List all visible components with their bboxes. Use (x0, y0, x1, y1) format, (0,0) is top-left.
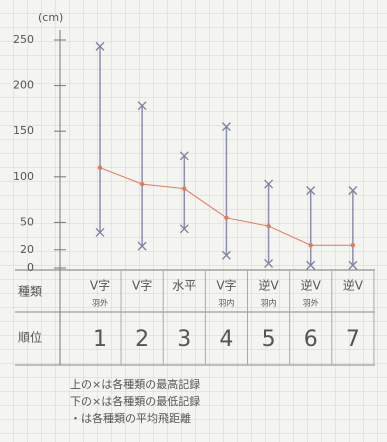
category-label: V字 (132, 278, 152, 293)
note: ・は各種類の平均飛距離 (70, 411, 191, 425)
note: 上の×は各種類の最高記録 (70, 377, 200, 391)
category-label: V字 (90, 278, 110, 293)
graph-paper (0, 0, 387, 442)
y-tick-label: 50 (20, 215, 34, 228)
category-label: 逆V (343, 278, 364, 293)
y-axis-label: (cm) (38, 11, 63, 24)
y-tick-label: 150 (13, 124, 34, 137)
category-label: 逆V (258, 278, 279, 293)
y-tick-label: 250 (13, 33, 34, 46)
category-note: 羽内 (261, 298, 277, 308)
y-tick-label: 200 (13, 79, 34, 92)
y-tick-label: 0 (27, 261, 34, 274)
rank-label: 7 (346, 327, 360, 352)
rank-label: 1 (93, 327, 107, 352)
rank-label: 2 (135, 327, 149, 352)
rank-label: 4 (219, 327, 233, 352)
rank-label: 3 (177, 327, 191, 352)
category-label: V字 (216, 278, 236, 293)
y-tick-label: 20 (20, 243, 34, 256)
note: 下の×は各種類の最低記録 (70, 394, 200, 408)
rank-label: 6 (304, 327, 318, 352)
row-label: 順位 (18, 330, 42, 345)
category-label: 水平 (172, 279, 196, 293)
y-tick-label: 100 (13, 170, 34, 183)
chart: (cm) 0 20 50 100 150 200 250 種類順位 V字羽外 1 V字 2 水平 3 V字羽… (0, 0, 387, 442)
category-note: 羽外 (303, 298, 319, 308)
category-note: 羽内 (218, 298, 234, 308)
category-note: 羽外 (92, 298, 108, 308)
category-label: 逆V (301, 278, 322, 293)
row-label: 種類 (18, 285, 42, 299)
rank-label: 5 (262, 327, 276, 352)
